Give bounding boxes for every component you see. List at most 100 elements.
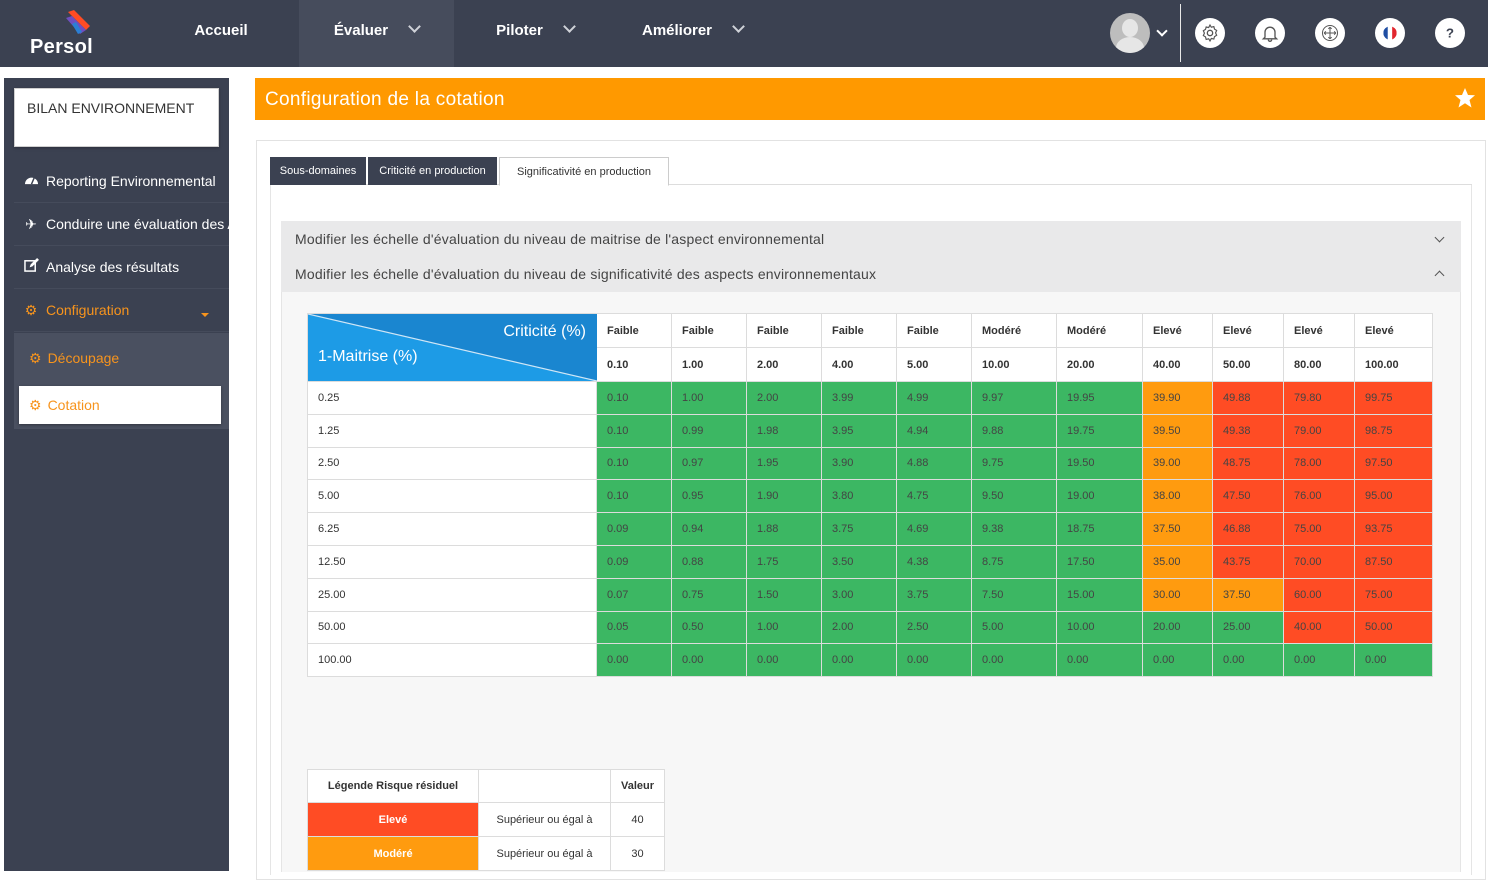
matrix-cell: 17.50: [1056, 544, 1143, 579]
legend-row: Modéré Supérieur ou égal à 30: [307, 836, 665, 871]
tab-bar: Sous-domaines Criticité en production Si…: [270, 157, 1472, 186]
legend-table: Légende Risque résiduel Valeur Elevé Sup…: [307, 769, 665, 871]
matrix-row-label: 0.25: [307, 381, 597, 415]
matrix-cell: 0.94: [671, 512, 747, 546]
matrix-level-header: Elevé: [1354, 313, 1433, 348]
matrix-level-header: Faible: [671, 313, 747, 348]
settings-button[interactable]: [1195, 18, 1225, 48]
matrix-cell: 37.50: [1212, 577, 1284, 612]
matrix-cell: 9.38: [971, 512, 1057, 546]
matrix-cell: 0.10: [596, 381, 672, 415]
legend-value[interactable]: 30: [610, 836, 665, 871]
legend-level-high: Elevé: [307, 802, 479, 837]
star-icon[interactable]: [1453, 86, 1477, 110]
matrix-cell: 0.95: [671, 479, 747, 514]
sidebar-item-label: Analyse des résultats: [46, 259, 180, 275]
nav-ameliorer[interactable]: Améliorer: [625, 0, 760, 67]
chevron-down-icon[interactable]: [1156, 25, 1168, 37]
matrix-cell: 76.00: [1283, 479, 1355, 514]
matrix-cell: 9.97: [971, 381, 1057, 415]
matrix-row: 50.00 0.05 0.50 1.00 2.00 2.50 5.00 10.00 20.00 2…: [307, 610, 1433, 645]
matrix-cell: 35.00: [1142, 544, 1213, 579]
matrix-cell: 1.90: [746, 479, 822, 514]
language-button[interactable]: [1375, 18, 1405, 48]
matrix-cell: 37.50: [1142, 512, 1213, 546]
matrix-cell: 1.95: [746, 446, 822, 481]
matrix-row: 0.25 0.10 1.00 2.00 3.99 4.99 9.97 19.95 39.90 49…: [307, 381, 1433, 415]
matrix-cell: 0.00: [671, 643, 747, 678]
significativite-matrix: Criticité (%) 1-Maitrise (%) Faible Faible F…: [307, 313, 1433, 678]
matrix-cell: 5.00: [971, 610, 1057, 645]
matrix-cell: 15.00: [1056, 577, 1143, 612]
matrix-cell: 70.00: [1283, 544, 1355, 579]
cogs-icon: ⚙: [24, 302, 38, 318]
nav-piloter[interactable]: Piloter: [480, 0, 590, 67]
matrix-cell: 19.00: [1056, 479, 1143, 514]
matrix-cell: 4.88: [896, 446, 972, 481]
matrix-cell: 1.88: [746, 512, 822, 546]
nav-evaluer[interactable]: Évaluer: [299, 0, 454, 67]
sidebar-item-configuration[interactable]: ⚙ Configuration: [14, 289, 229, 332]
accordion-significativite[interactable]: Modifier les échelle d'évaluation du niv…: [281, 256, 1461, 292]
divider: [1180, 4, 1181, 62]
tab-criticite-production[interactable]: Criticité en production: [368, 157, 497, 185]
matrix-level-header: Elevé: [1283, 313, 1355, 348]
matrix-level-header: Modéré: [971, 313, 1057, 348]
matrix-cell: 0.75: [671, 577, 747, 612]
move-button[interactable]: [1315, 18, 1345, 48]
nav-piloter-label: Piloter: [496, 22, 543, 39]
persol-logo[interactable]: Persol: [22, 8, 117, 60]
sidebar-subitem-cotation[interactable]: ⚙ Cotation: [19, 386, 221, 424]
legend-level-moderate: Modéré: [307, 836, 479, 871]
sidebar: BILAN ENVIRONNEMENT Reporting Environnem…: [4, 78, 229, 871]
matrix-cell: 2.00: [746, 381, 822, 415]
legend-value[interactable]: 40: [610, 802, 665, 837]
nav-ameliorer-label: Améliorer: [641, 22, 713, 39]
accordion-maitrise[interactable]: Modifier les échelle d'évaluation du niv…: [281, 221, 1461, 257]
matrix-cell: 9.75: [971, 446, 1057, 481]
nav-accueil-label: Accueil: [194, 22, 248, 39]
legend-header-row: Légende Risque résiduel Valeur: [307, 769, 665, 803]
matrix-cell: 19.75: [1056, 413, 1143, 448]
sidebar-subitem-decoupage[interactable]: ⚙ Découpage: [19, 339, 221, 377]
matrix-cell: 78.00: [1283, 446, 1355, 481]
matrix-cell: 8.75: [971, 544, 1057, 579]
help-button[interactable]: ?: [1435, 18, 1465, 48]
nav-accueil[interactable]: Accueil: [170, 0, 272, 67]
matrix-cell: 4.75: [896, 479, 972, 514]
matrix-cell: 0.00: [1354, 643, 1433, 678]
matrix-cell: 79.80: [1283, 381, 1355, 415]
matrix-row: 2.50 0.10 0.97 1.95 3.90 4.88 9.75 19.50 39.00 48…: [307, 446, 1433, 481]
matrix-row: 6.25 0.09 0.94 1.88 3.75 4.69 9.38 18.75 37.50 46…: [307, 512, 1433, 546]
svg-text:?: ?: [1446, 26, 1454, 41]
flag-fr-icon: [1383, 26, 1397, 40]
matrix-cell: 1.50: [746, 577, 822, 612]
matrix-row: 1.25 0.10 0.99 1.98 3.95 4.94 9.88 19.75 39.50 49…: [307, 413, 1433, 448]
user-avatar[interactable]: [1110, 13, 1150, 53]
legend-condition: Supérieur ou égal à: [478, 802, 611, 837]
matrix-level-header: Faible: [896, 313, 972, 348]
gear-icon: [1202, 23, 1218, 43]
matrix-cell: 39.50: [1142, 413, 1213, 448]
corner-criticite-label: Criticité (%): [503, 323, 586, 340]
matrix-cell: 97.50: [1354, 446, 1433, 481]
matrix-cell: 4.99: [896, 381, 972, 415]
sidebar-item-reporting[interactable]: Reporting Environnemental: [14, 160, 229, 203]
sidebar-item-evaluation[interactable]: ✈ Conduire une évaluation des AE: [14, 203, 229, 246]
matrix-level-header: Modéré: [1056, 313, 1143, 348]
matrix-cell: 3.90: [821, 446, 897, 481]
matrix-cell: 0.10: [596, 413, 672, 448]
matrix-cell: 0.50: [671, 610, 747, 645]
logo-text: Persol: [30, 36, 93, 58]
legend-condition: Supérieur ou égal à: [478, 836, 611, 871]
matrix-cell: 93.75: [1354, 512, 1433, 546]
matrix-level-header: Faible: [746, 313, 822, 348]
matrix-cell: 0.07: [596, 577, 672, 612]
tab-sous-domaines[interactable]: Sous-domaines: [270, 157, 366, 185]
notifications-button[interactable]: [1255, 18, 1285, 48]
sidebar-item-analyse[interactable]: Analyse des résultats: [14, 246, 229, 289]
sidebar-subitem-label: Découpage: [47, 350, 120, 366]
cogs-icon: ⚙: [29, 350, 42, 366]
matrix-cell: 0.00: [1056, 643, 1143, 678]
tab-significativite-production[interactable]: Significativité en production: [499, 157, 669, 186]
